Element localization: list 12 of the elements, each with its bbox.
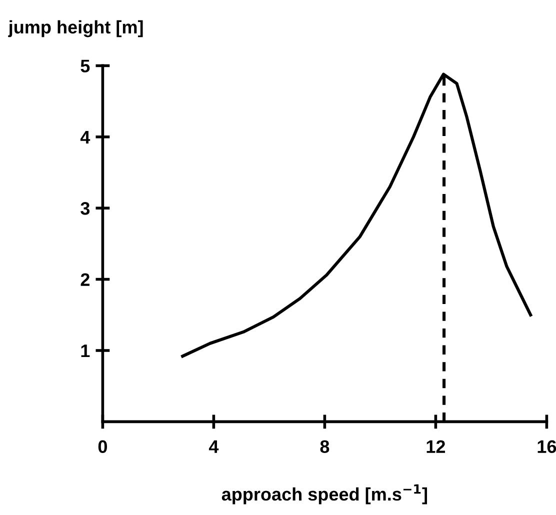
x-tick-label: 12 <box>426 440 446 453</box>
x-tick-label: 16 <box>538 440 556 454</box>
y-tick-label: 5 <box>80 60 90 72</box>
x-tick-label: 0 <box>98 440 107 454</box>
y-tick-label: 3 <box>80 202 90 215</box>
x-tick-label: 8 <box>320 440 330 454</box>
x-axis-title: approach speed [m.s$^{−1}$] <box>222 484 427 504</box>
y-tick-label: 2 <box>80 273 90 286</box>
y-tick-label: 4 <box>80 131 90 144</box>
y-tick-label: 1 <box>81 344 90 358</box>
x-tick-label: 4 <box>208 440 219 453</box>
y-axis-title: jump height [m] <box>8 20 143 38</box>
